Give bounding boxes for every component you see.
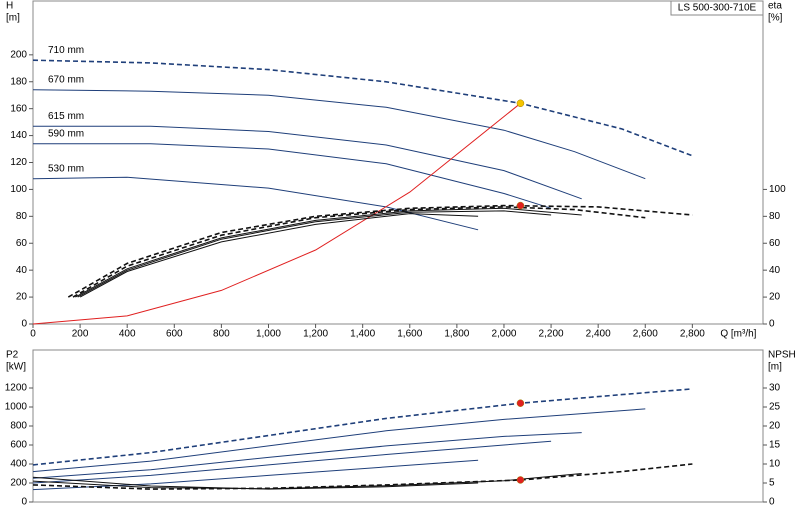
y-tick-label: 120 <box>10 157 27 168</box>
curve-label: 590 mm <box>48 128 84 139</box>
curve <box>67 204 693 298</box>
y-tick-label: 1000 <box>5 402 28 413</box>
curve <box>32 89 646 180</box>
y2-tick-label: 15 <box>769 440 781 451</box>
duty-point <box>516 399 525 407</box>
y-tick-label: 160 <box>10 103 27 114</box>
y2-tick-label: 100 <box>769 184 786 195</box>
y-tick-label: 0 <box>21 497 27 508</box>
curve <box>32 476 479 490</box>
y2-axis-unit: [m] <box>768 362 782 373</box>
curve-label: 615 mm <box>48 111 84 122</box>
x-tick-label: 2,400 <box>586 329 611 340</box>
curve <box>32 408 646 473</box>
y-tick-label: 400 <box>10 459 27 470</box>
y-tick-label: 600 <box>10 440 27 451</box>
y2-tick-label: 0 <box>769 319 775 330</box>
y2-axis-label: eta <box>768 1 782 12</box>
duty-point <box>516 99 525 108</box>
curve <box>77 210 552 298</box>
y-tick-label: 80 <box>16 211 28 222</box>
x-tick-label: 600 <box>166 329 183 340</box>
duty-point <box>516 476 525 484</box>
x-tick-label: 2,200 <box>539 329 564 340</box>
y-tick-label: 60 <box>16 238 28 249</box>
curve-label: 710 mm <box>48 45 84 56</box>
duty-point <box>516 201 525 210</box>
y-tick-label: 1200 <box>5 383 28 394</box>
y2-axis-label: NPSH <box>768 350 796 361</box>
plot-frame <box>32 349 764 503</box>
plot-frame <box>32 0 764 325</box>
curve <box>32 440 552 484</box>
curve <box>33 125 582 200</box>
x-tick-label: 1,000 <box>256 329 281 340</box>
y-axis-unit: [m] <box>6 13 20 24</box>
x-tick-label: 400 <box>119 329 136 340</box>
y2-tick-label: 0 <box>769 497 775 508</box>
curve <box>72 206 646 298</box>
y-tick-label: 140 <box>10 130 27 141</box>
y2-tick-label: 20 <box>769 292 781 303</box>
curve <box>32 102 521 325</box>
y-tick-label: 100 <box>10 184 27 195</box>
y-tick-label: 800 <box>10 421 27 432</box>
curve <box>32 463 693 490</box>
y-tick-label: 20 <box>16 292 28 303</box>
y-tick-label: 200 <box>10 478 27 489</box>
curve <box>33 143 552 209</box>
x-tick-label: 800 <box>213 329 230 340</box>
y-tick-label: 200 <box>10 49 27 60</box>
chart-title: LS 500-300-710E <box>678 3 757 14</box>
x-tick-label: 2,800 <box>680 329 705 340</box>
x-tick-label: 1,600 <box>397 329 422 340</box>
curve <box>32 388 693 466</box>
curve-label: 670 mm <box>48 74 84 85</box>
y-tick-label: 0 <box>21 319 27 330</box>
y-axis-unit: [kW] <box>6 362 26 373</box>
y2-tick-label: 25 <box>769 402 781 413</box>
title-box <box>670 0 764 16</box>
x-tick-label: 2,600 <box>633 329 658 340</box>
y-axis-label: H <box>6 1 13 12</box>
y2-tick-label: 30 <box>769 383 781 394</box>
curve <box>32 59 693 157</box>
y2-tick-label: 10 <box>769 459 781 470</box>
y-axis-label: P2 <box>6 350 19 361</box>
x-axis-label: Q [m³/h] <box>720 329 756 340</box>
y2-axis-unit: [%] <box>768 13 783 24</box>
curve <box>32 176 479 231</box>
y-tick-label: 40 <box>16 265 28 276</box>
curve-label: 530 mm <box>48 163 84 174</box>
x-tick-label: 200 <box>72 329 89 340</box>
curve <box>79 213 479 298</box>
y2-tick-label: 60 <box>769 238 781 249</box>
x-tick-label: 1,200 <box>303 329 328 340</box>
curve <box>75 207 582 298</box>
x-tick-label: 2,000 <box>491 329 516 340</box>
x-tick-label: 1,400 <box>350 329 375 340</box>
y-tick-label: 180 <box>10 76 27 87</box>
y2-tick-label: 40 <box>769 265 781 276</box>
x-tick-label: 1,800 <box>444 329 469 340</box>
curve <box>32 432 582 479</box>
x-tick-label: 0 <box>30 329 36 340</box>
y2-tick-label: 20 <box>769 421 781 432</box>
y2-tick-label: 80 <box>769 211 781 222</box>
y2-tick-label: 5 <box>769 478 775 489</box>
